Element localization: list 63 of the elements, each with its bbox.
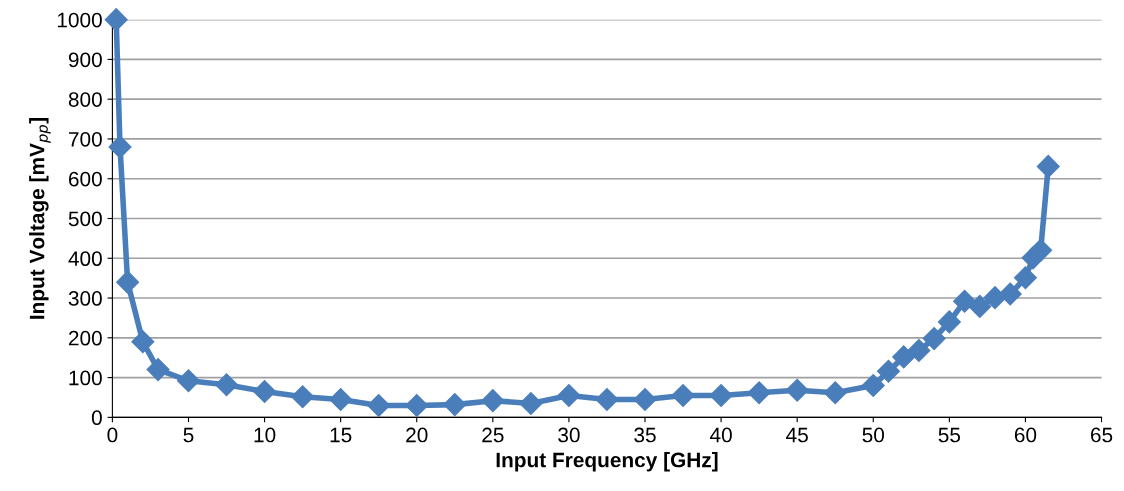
point (633, 387, 657, 411)
point (1036, 154, 1060, 178)
point (104, 8, 128, 32)
point (215, 373, 239, 397)
point (291, 385, 315, 409)
x-tick-label: 5 (183, 427, 194, 443)
x-tick-label: 65 (1090, 427, 1113, 443)
y-tick-label: 800 (68, 92, 102, 107)
point (937, 310, 961, 334)
x-tick-label: 60 (1014, 427, 1037, 443)
point (176, 369, 200, 393)
point (1029, 238, 1053, 262)
point (108, 135, 132, 159)
x-tick-label: 0 (107, 427, 118, 443)
point (892, 345, 916, 369)
point (329, 387, 353, 411)
x-tick-label: 20 (406, 427, 428, 443)
point (983, 286, 1007, 310)
x-tick-label: 45 (786, 427, 808, 443)
point (876, 359, 900, 383)
x-tick-label: 35 (634, 427, 656, 443)
point (953, 289, 977, 313)
point (823, 381, 847, 405)
point (747, 381, 771, 405)
x-tick-label: 55 (938, 427, 961, 443)
point (671, 383, 695, 407)
y-tick-label: 500 (68, 211, 102, 227)
x-tick-label: 50 (862, 427, 885, 443)
x-tick-label: 15 (330, 427, 352, 443)
point (968, 294, 992, 318)
x-tick-label: 10 (254, 427, 276, 443)
point (146, 358, 170, 382)
point (253, 380, 277, 403)
point (907, 339, 931, 363)
y-tick-label: 600 (68, 171, 102, 187)
y-tick-label: 300 (68, 291, 102, 306)
point (998, 282, 1022, 306)
y-tick-label: 400 (68, 251, 102, 267)
x-tick-label: 25 (482, 427, 504, 443)
point (443, 393, 467, 417)
point (709, 383, 733, 407)
point (595, 387, 619, 411)
y-tick-label: 200 (68, 330, 102, 346)
y-tick-label: 900 (68, 52, 102, 68)
x-tick-label: 30 (558, 427, 580, 443)
point (861, 374, 885, 398)
y-tick-label: 0 (91, 410, 102, 426)
point (367, 393, 391, 417)
y-tick-label: 100 (69, 370, 102, 386)
point (519, 391, 543, 415)
y-tick-label: 1000 (57, 12, 102, 28)
point (557, 383, 581, 407)
y-tick-label: 700 (68, 131, 102, 147)
point (481, 389, 505, 413)
y-axis-title: Input Voltage [mV$_{pp}$] (29, 118, 51, 319)
point (785, 378, 809, 402)
point (1013, 266, 1037, 290)
point (116, 270, 140, 294)
point (131, 330, 155, 354)
x-axis-title: Input Frequency [GHz] (496, 452, 718, 472)
x-tick-label: 40 (709, 427, 732, 443)
point (405, 393, 429, 417)
point (922, 327, 946, 351)
